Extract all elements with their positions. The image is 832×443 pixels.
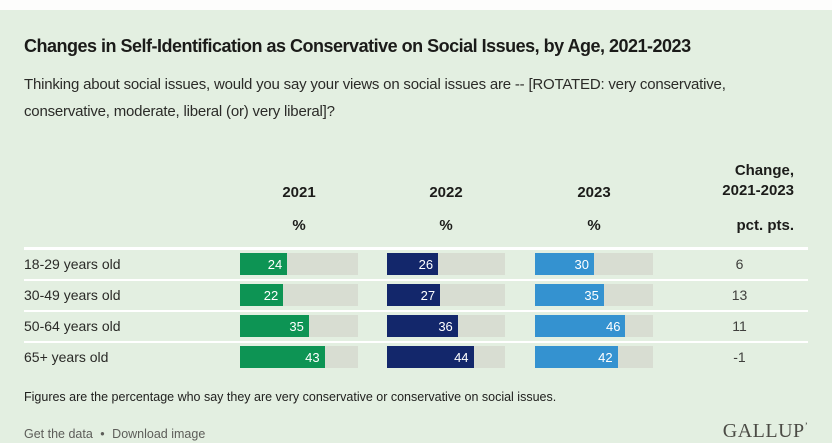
table-row: 65+ years old 43 44 42 -1 <box>24 340 808 372</box>
bar-track-2023: 35 <box>535 284 653 307</box>
row-label: 50-64 years old <box>24 318 121 335</box>
bar-2021: 24 <box>240 253 288 276</box>
chart-footer: Get the data • Download image GALLUP’ <box>24 421 808 441</box>
change-value: 11 <box>732 318 747 335</box>
gallup-logo: GALLUP’ <box>723 421 808 441</box>
unit-2023: % <box>587 216 601 234</box>
unit-headers: % % % pct. pts. <box>24 217 808 234</box>
bar-track-2022: 27 <box>387 284 505 307</box>
footer-links: Get the data • Download image <box>24 427 205 441</box>
bar-2021: 43 <box>240 346 325 369</box>
table-row: 18-29 years old 24 26 30 6 <box>24 250 808 279</box>
table-row: 50-64 years old 35 36 46 11 <box>24 309 808 341</box>
change-value: -1 <box>733 349 746 366</box>
bar-track-2022: 44 <box>387 346 505 369</box>
bar-track-2023: 30 <box>535 253 653 276</box>
chart-title: Changes in Self-Identification as Conser… <box>24 36 691 56</box>
row-label: 65+ years old <box>24 349 109 366</box>
chart-footnote: Figures are the percentage who say they … <box>24 389 557 404</box>
bar-2021: 35 <box>240 315 309 338</box>
bar-track-2023: 42 <box>535 346 653 369</box>
download-image-link[interactable]: Download image <box>112 426 206 441</box>
row-label: 30-49 years old <box>24 287 121 304</box>
col-header-2023: 2023 <box>577 183 611 201</box>
change-value: 13 <box>731 287 748 304</box>
bar-2022: 44 <box>387 346 474 369</box>
unit-2022: % <box>439 216 453 234</box>
column-headers: 2021 2022 2023 Change, 2021-2023 <box>24 161 808 201</box>
change-value: 6 <box>735 256 744 273</box>
bar-track-2023: 46 <box>535 315 653 338</box>
bar-2022: 26 <box>387 253 439 276</box>
bar-track-2021: 24 <box>240 253 358 276</box>
bar-2023: 42 <box>535 346 618 369</box>
row-label: 18-29 years old <box>24 256 121 273</box>
bar-track-2021: 43 <box>240 346 358 369</box>
col-header-2022: 2022 <box>429 183 463 201</box>
bar-2022: 27 <box>387 284 441 307</box>
col-header-2021: 2021 <box>282 183 316 201</box>
col-header-change: Change, 2021-2023 <box>653 161 808 201</box>
unit-2021: % <box>292 216 306 234</box>
link-separator-dot: • <box>100 426 105 441</box>
bar-2022: 36 <box>387 315 458 338</box>
unit-change: pct. pts. <box>736 216 794 234</box>
chart-card: Changes in Self-Identification as Conser… <box>0 10 832 443</box>
bar-track-2021: 22 <box>240 284 358 307</box>
table-row: 30-49 years old 22 27 35 13 <box>24 278 808 310</box>
bar-2023: 30 <box>535 253 594 276</box>
change-header-line2: 2021-2023 <box>722 181 794 199</box>
trademark-mark: ’ <box>804 420 808 432</box>
bar-table: 18-29 years old 24 26 30 6 30-49 years old 22 2… <box>24 250 808 372</box>
top-strip <box>0 0 832 10</box>
bar-2023: 35 <box>535 284 604 307</box>
header-separator <box>24 246 808 250</box>
change-header-line1: Change, <box>734 162 794 179</box>
bar-track-2022: 26 <box>387 253 505 276</box>
bar-track-2022: 36 <box>387 315 505 338</box>
bar-track-2021: 35 <box>240 315 358 338</box>
get-the-data-link[interactable]: Get the data <box>24 426 93 441</box>
gallup-wordmark: GALLUP <box>722 419 805 442</box>
bar-2021: 22 <box>240 284 284 307</box>
bar-2023: 46 <box>535 315 626 338</box>
chart-subtitle: Thinking about social issues, would you … <box>24 76 726 120</box>
